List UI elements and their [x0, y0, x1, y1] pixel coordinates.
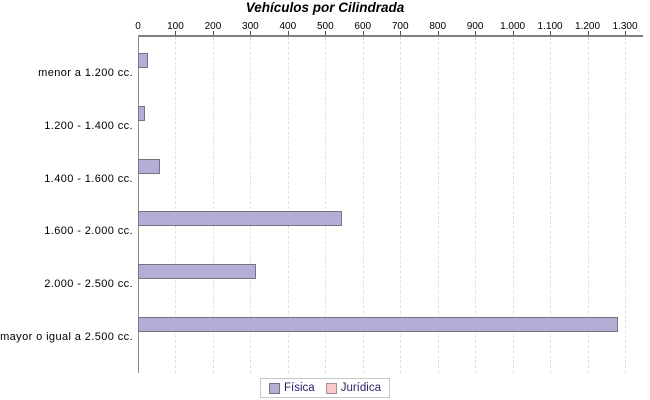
category-label: 2.000 - 2.500 cc.	[44, 278, 133, 290]
x-tick-label: 400	[279, 21, 297, 32]
vertical-gridline	[550, 37, 552, 373]
x-tick-mark	[212, 31, 214, 35]
x-tick-mark	[362, 31, 364, 35]
x-tick-label: 1.300	[612, 21, 638, 32]
vertical-gridline	[400, 37, 402, 373]
x-tick-label: 0	[135, 21, 141, 32]
x-tick-label: 600	[354, 21, 372, 32]
x-tick-mark	[400, 31, 402, 35]
x-tick-label: 1.100	[537, 21, 563, 32]
x-tick-label: 700	[391, 21, 409, 32]
x-tick-mark	[550, 31, 552, 35]
x-axis-line	[138, 35, 643, 37]
vertical-gridline	[250, 37, 252, 373]
vertical-gridline	[475, 37, 477, 373]
x-tick-mark	[325, 31, 327, 35]
x-tick-label: 100	[167, 21, 184, 32]
vertical-gridline	[175, 37, 177, 373]
vertical-gridline	[212, 37, 214, 373]
vertical-gridline	[362, 37, 364, 373]
legend-label-fisica: Física	[284, 382, 315, 394]
legend-item-juridica: Jurídica	[325, 382, 381, 394]
bar-física	[138, 317, 618, 332]
x-tick-label: 1.000	[500, 21, 526, 32]
fisica-color-swatch	[269, 382, 281, 394]
category-label: 1.400 - 1.600 cc.	[44, 173, 133, 185]
x-tick-label: 800	[429, 21, 447, 32]
vertical-gridline	[325, 37, 327, 373]
category-label: 1.200 - 1.400 cc.	[44, 120, 133, 132]
legend-item-fisica: Física	[269, 382, 315, 394]
category-label: mayor o igual a 2.500 cc.	[0, 331, 133, 343]
x-tick-label: 500	[316, 21, 334, 32]
juridica-color-swatch	[325, 382, 337, 394]
vertical-gridline	[287, 37, 289, 373]
vertical-gridline	[512, 37, 514, 373]
x-tick-mark	[250, 31, 252, 35]
vertical-gridline	[587, 37, 589, 373]
vertical-gridline	[437, 37, 439, 373]
category-label: 1.600 - 2.000 cc.	[44, 225, 133, 237]
category-label: menor a 1.200 cc.	[38, 67, 133, 79]
y-axis-line	[138, 35, 139, 373]
x-tick-label: 200	[204, 21, 222, 32]
x-tick-mark	[512, 31, 514, 35]
bar-física	[138, 159, 160, 174]
x-tick-label: 1.200	[575, 21, 601, 32]
bar-física	[138, 211, 342, 226]
x-tick-mark	[625, 31, 626, 35]
bar-física	[138, 264, 256, 279]
legend: Física Jurídica	[260, 378, 390, 398]
x-tick-label: 300	[242, 21, 259, 32]
x-tick-mark	[587, 31, 589, 35]
x-tick-mark	[437, 31, 439, 35]
legend-label-juridica: Jurídica	[340, 382, 381, 394]
chart-title: Vehículos por Cilindrada	[245, 0, 405, 15]
bar-física	[138, 106, 145, 121]
x-tick-mark	[287, 31, 289, 35]
bar-física	[138, 53, 148, 68]
x-tick-mark	[175, 31, 177, 35]
x-tick-mark	[475, 31, 477, 35]
x-tick-label: 900	[466, 21, 484, 32]
vertical-gridline	[625, 37, 626, 373]
